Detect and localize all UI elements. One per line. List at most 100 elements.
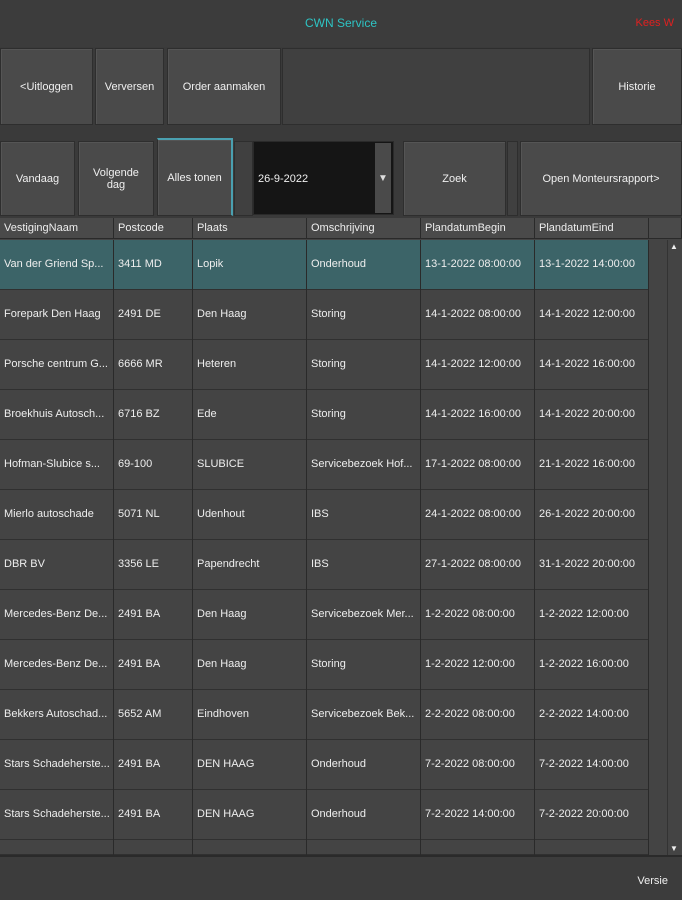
cell-branch-name[interactable]: Mercedes-Benz De... [0,640,114,690]
cell-branch-name[interactable]: Bekkers Autoschad... [0,690,114,740]
cell-plan-end[interactable]: 1-2-2022 12:00:00 [535,590,649,640]
cell-city[interactable]: Den Haag [193,590,307,640]
cell-description[interactable]: Servicebezoek Hof... [307,440,421,490]
create-order-button[interactable]: Order aanmaken [167,48,281,125]
cell-branch-name[interactable]: Mierlo autoschade [0,490,114,540]
cell-postcode[interactable]: 2491 BA [114,590,193,640]
cell-description[interactable]: Onderhoud [307,740,421,790]
cell-plan-start[interactable]: 1-2-2022 08:00:00 [421,590,535,640]
column-header-description[interactable]: Omschrijving [307,218,421,239]
cell-plan-end[interactable]: 26-1-2022 20:00:00 [535,490,649,540]
cell-branch-name[interactable]: Broekhuis Autosch... [0,390,114,440]
cell-postcode[interactable]: 3411 MD [114,240,193,290]
cell-description[interactable]: Onderhoud [307,790,421,840]
refresh-button[interactable]: Verversen [95,48,164,125]
column-header-city[interactable]: Plaats [193,218,307,239]
table-row[interactable]: Stars Schadeherste... 2491 BA DEN HAAG Onde… [0,790,649,840]
cell-postcode[interactable]: 6666 MR [114,340,193,390]
table-row[interactable]: Porsche centrum G... 6666 MR Heteren Storin… [0,340,649,390]
cell-city[interactable]: Den Haag [193,640,307,690]
cell-postcode[interactable]: 6716 BZ [114,390,193,440]
cell-description[interactable]: Storing [307,640,421,690]
cell-plan-start[interactable]: 1-2-2022 12:00:00 [421,640,535,690]
cell-city[interactable]: Lopik [193,240,307,290]
cell-description[interactable]: IBS [307,490,421,540]
table-row[interactable]: Stars Schadeherste... 2491 BA DEN HAAG Onde… [0,740,649,790]
cell-plan-start[interactable]: 14-1-2022 08:00:00 [421,290,535,340]
cell-plan-start[interactable]: 27-1-2022 08:00:00 [421,540,535,590]
cell-description[interactable]: Storing [307,340,421,390]
show-all-button[interactable]: Alles tonen [157,138,233,216]
cell-plan-start[interactable]: 17-1-2022 08:00:00 [421,440,535,490]
cell-city[interactable]: Udenhout [193,490,307,540]
table-row[interactable]: Mercedes-Benz De... 2491 BA Den Haag Storin… [0,640,649,690]
dropdown-arrow-icon[interactable]: ▼ [375,143,391,213]
cell-postcode[interactable]: 2491 DE [114,290,193,340]
table-row[interactable]: Bekkers Autoschad... 5652 AM Eindhoven Serv… [0,690,649,740]
cell-branch-name[interactable]: Stars Schadeherste... [0,740,114,790]
cell-description[interactable]: Onderhoud [307,240,421,290]
cell-plan-start[interactable]: 24-1-2022 08:00:00 [421,490,535,540]
cell-plan-start[interactable]: 13-1-2022 08:00:00 [421,240,535,290]
column-header-plan-end[interactable]: PlandatumEind [535,218,649,239]
cell-branch-name[interactable]: Stars Schadeherste... [0,790,114,840]
table-row[interactable]: Hofman-Slubice s... 69-100 SLUBICE Serviceb… [0,440,649,490]
vertical-scrollbar[interactable]: ▲ ▼ [667,240,681,855]
cell-branch-name[interactable]: Mercedes-Benz De... [0,590,114,640]
cell-city[interactable]: Ede [193,390,307,440]
cell-city[interactable]: Heteren [193,340,307,390]
cell-plan-end[interactable]: 7-2-2022 14:00:00 [535,740,649,790]
column-header-plan-start[interactable]: PlandatumBegin [421,218,535,239]
table-row[interactable]: Mierlo autoschade 5071 NL Udenhout IBS 24-1-… [0,490,649,540]
cell-plan-end[interactable]: 31-1-2022 20:00:00 [535,540,649,590]
cell-description[interactable]: Servicebezoek Bek... [307,690,421,740]
cell-city[interactable]: DEN HAAG [193,790,307,840]
column-header-branch-name[interactable]: VestigingNaam [0,218,114,239]
cell-city[interactable]: SLUBICE [193,440,307,490]
cell-postcode[interactable]: 3356 LE [114,540,193,590]
column-header-postcode[interactable]: Postcode [114,218,193,239]
date-picker[interactable]: 26-9-2022 ▼ [253,141,394,215]
open-report-button[interactable]: Open Monteursrapport> [520,141,682,216]
cell-plan-start[interactable]: 2-2-2022 08:00:00 [421,690,535,740]
cell-postcode[interactable]: 5652 AM [114,690,193,740]
cell-description[interactable]: Storing [307,390,421,440]
cell-branch-name[interactable]: Porsche centrum G... [0,340,114,390]
scroll-up-icon[interactable]: ▲ [670,242,678,251]
cell-plan-end[interactable]: 7-2-2022 20:00:00 [535,790,649,840]
cell-postcode[interactable]: 2491 BA [114,640,193,690]
cell-plan-end[interactable]: 13-1-2022 14:00:00 [535,240,649,290]
cell-plan-end[interactable]: 2-2-2022 14:00:00 [535,690,649,740]
cell-branch-name[interactable]: Hofman-Slubice s... [0,440,114,490]
cell-plan-end[interactable]: 21-1-2022 16:00:00 [535,440,649,490]
cell-postcode[interactable]: 2491 BA [114,790,193,840]
cell-plan-end[interactable]: 14-1-2022 12:00:00 [535,290,649,340]
cell-plan-start[interactable]: 7-2-2022 14:00:00 [421,790,535,840]
table-row[interactable]: Broekhuis Autosch... 6716 BZ Ede Storing 14-… [0,390,649,440]
scroll-down-icon[interactable]: ▼ [670,844,678,853]
cell-branch-name[interactable]: Van der Griend Sp... [0,240,114,290]
cell-city[interactable]: DEN HAAG [193,740,307,790]
cell-city[interactable]: Den Haag [193,290,307,340]
table-row[interactable]: Mercedes-Benz De... 2491 BA Den Haag Servic… [0,590,649,640]
cell-description[interactable]: Storing [307,290,421,340]
cell-branch-name[interactable]: DBR BV [0,540,114,590]
version-button[interactable]: Versie [637,875,668,887]
cell-postcode[interactable]: 2491 BA [114,740,193,790]
cell-description[interactable]: IBS [307,540,421,590]
cell-plan-start[interactable]: 14-1-2022 12:00:00 [421,340,535,390]
cell-postcode[interactable]: 5071 NL [114,490,193,540]
cell-postcode[interactable]: 69-100 [114,440,193,490]
cell-plan-end[interactable]: 14-1-2022 20:00:00 [535,390,649,440]
table-row[interactable]: DBR BV 3356 LE Papendrecht IBS 27-1-2022 08:… [0,540,649,590]
cell-branch-name[interactable]: Forepark Den Haag [0,290,114,340]
date-value[interactable]: 26-9-2022 [258,173,309,185]
cell-plan-start[interactable]: 7-2-2022 08:00:00 [421,740,535,790]
cell-plan-end[interactable]: 14-1-2022 16:00:00 [535,340,649,390]
today-button[interactable]: Vandaag [0,141,75,216]
cell-description[interactable]: Servicebezoek Mer... [307,590,421,640]
cell-plan-end[interactable]: 1-2-2022 16:00:00 [535,640,649,690]
cell-plan-start[interactable]: 14-1-2022 16:00:00 [421,390,535,440]
logout-button[interactable]: <Uitloggen [0,48,93,125]
next-day-button[interactable]: Volgende dag [78,141,154,216]
